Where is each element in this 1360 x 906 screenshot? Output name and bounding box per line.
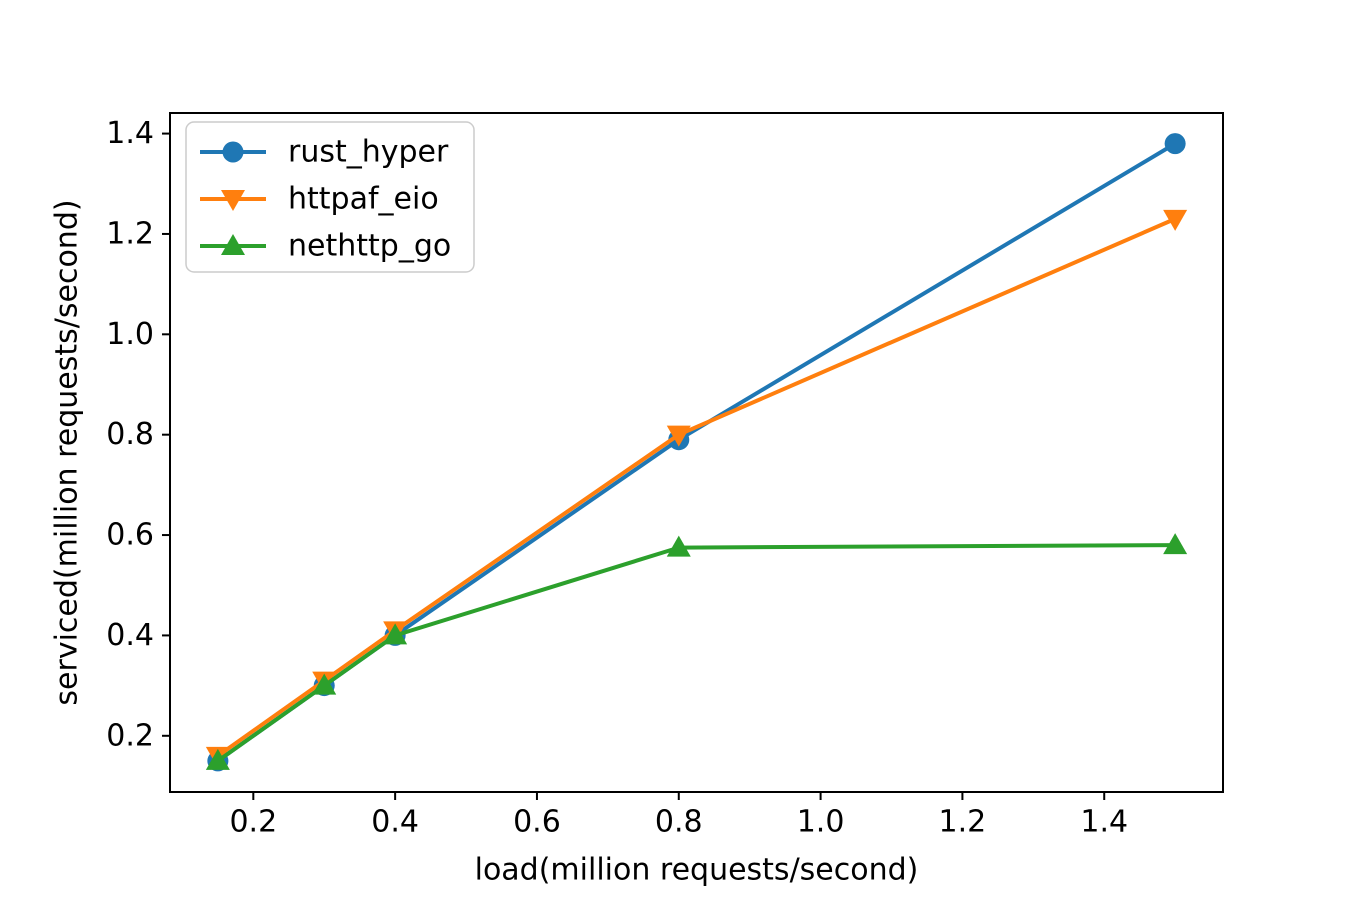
triangle-down-marker bbox=[221, 190, 245, 211]
series-httpaf_eio bbox=[205, 209, 1188, 768]
x-tick-label: 1.2 bbox=[939, 805, 987, 840]
x-tick-label: 1.0 bbox=[797, 805, 845, 840]
x-tick-label: 0.8 bbox=[655, 805, 703, 840]
triangle-up-marker bbox=[383, 623, 408, 645]
circle-marker bbox=[1164, 133, 1186, 155]
legend: rust_hyper httpaf_eio nethttp_go bbox=[185, 121, 475, 273]
legend-item-rust_hyper: rust_hyper bbox=[200, 135, 449, 170]
triangle-up-marker bbox=[1163, 533, 1188, 555]
x-tick-label: 1.4 bbox=[1080, 805, 1128, 840]
x-tick-label: 0.2 bbox=[229, 805, 277, 840]
circle-marker bbox=[222, 141, 244, 163]
y-tick-label: 1.0 bbox=[106, 317, 154, 352]
y-tick-label: 0.2 bbox=[106, 718, 154, 753]
y-tick-label: 0.6 bbox=[106, 518, 154, 553]
triangle-down-marker bbox=[666, 425, 691, 447]
x-tick-label: 0.4 bbox=[371, 805, 419, 840]
legend-item-httpaf_eio: httpaf_eio bbox=[200, 182, 439, 217]
data-series bbox=[205, 133, 1188, 772]
triangle-down-marker bbox=[1163, 209, 1188, 231]
legend-label: nethttp_go bbox=[288, 229, 451, 264]
legend-box bbox=[185, 121, 475, 273]
y-tick-label: 0.8 bbox=[106, 417, 154, 452]
series-line-httpaf_eio bbox=[215, 216, 1178, 758]
series-nethttp_go bbox=[205, 533, 1188, 770]
legend-item-nethttp_go: nethttp_go bbox=[200, 229, 451, 264]
y-tick-label: 1.2 bbox=[106, 216, 154, 251]
triangle-up-marker bbox=[205, 748, 230, 770]
legend-label: rust_hyper bbox=[288, 135, 449, 170]
plot-border bbox=[169, 112, 1224, 793]
axis-ticks: 0.2 0.4 0.6 0.8 1.0 1.2 1.4 0.2 0.4 0.6 0.8 1.0 1.2 1… bbox=[106, 116, 1128, 840]
x-tick-label: 0.6 bbox=[513, 805, 561, 840]
triangle-up-marker bbox=[666, 535, 691, 557]
y-tick-label: 1.4 bbox=[106, 116, 154, 151]
legend-label: httpaf_eio bbox=[288, 182, 439, 217]
triangle-up-marker bbox=[221, 234, 245, 255]
x-axis-label: load(million requests/second) bbox=[475, 853, 919, 888]
y-axis-label: serviced(million requests/second) bbox=[50, 199, 85, 705]
triangle-up-marker bbox=[312, 673, 337, 695]
y-tick-label: 0.4 bbox=[106, 618, 154, 653]
